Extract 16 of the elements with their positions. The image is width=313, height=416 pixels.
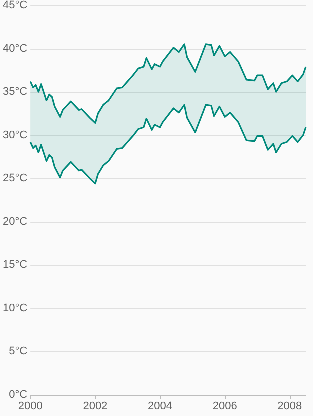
x-tick-label: 2000	[18, 400, 43, 412]
x-tick-label: 2008	[278, 400, 302, 412]
line-series	[30, 104, 307, 185]
y-tick-label: 25°C	[3, 172, 28, 185]
y-tick-label: 35°C	[3, 86, 28, 98]
y-tick-label: 30°C	[3, 129, 28, 142]
y-tick-label: 5°C	[9, 346, 28, 358]
y-tick-label: 45°C	[3, 0, 28, 12]
x-tick-label: 2004	[148, 400, 172, 412]
y-tick-label: 10°C	[3, 302, 28, 314]
y-tick-label: 0°C	[9, 389, 28, 401]
x-tick-label: 2006	[212, 400, 238, 412]
y-tick-label: 15°C	[3, 259, 28, 272]
y-tick-label: 20°C	[3, 216, 28, 228]
y-tick-label: 40°C	[3, 42, 28, 55]
x-tick-label: 2002	[83, 400, 108, 412]
